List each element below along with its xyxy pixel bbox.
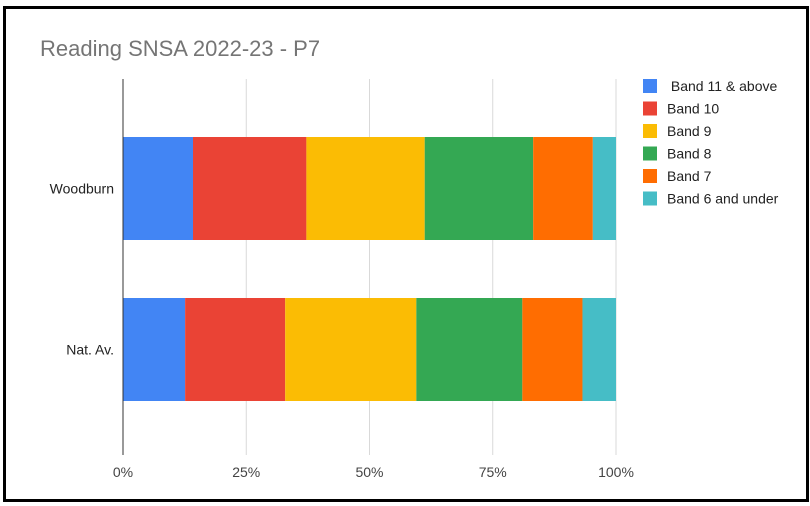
bar-segment (592, 137, 616, 240)
x-tick-label: 100% (598, 464, 634, 480)
category-label: Woodburn (50, 181, 114, 197)
legend-swatch (643, 146, 657, 161)
category-label: Nat. Av. (66, 342, 114, 358)
bar-segment (522, 298, 583, 401)
legend: Band 11 & above Band 10 Band 9 Band 8 Band 7… (643, 78, 779, 207)
bars (123, 137, 616, 401)
legend-label: Band 6 and under (667, 191, 779, 207)
bar-segment (416, 298, 523, 401)
chart-canvas: Reading SNSA 2022-23 - P7 Woodburn Nat. A… (40, 36, 779, 480)
bar-segment (424, 137, 534, 240)
category-labels: Woodburn Nat. Av. (50, 181, 114, 358)
bar-segment (533, 137, 593, 240)
chart-frame: Reading SNSA 2022-23 - P7 Woodburn Nat. A… (3, 6, 809, 502)
x-tick-label: 0% (113, 464, 133, 480)
legend-swatch (643, 191, 657, 206)
x-tick-label: 75% (479, 464, 507, 480)
legend-swatch (643, 124, 657, 138)
legend-swatch (643, 101, 657, 116)
x-tick-label: 50% (355, 464, 383, 480)
x-tick-labels: 0% 25% 50% 75% 100% (113, 464, 634, 480)
bar-segment (193, 137, 307, 240)
bar-segment (185, 298, 286, 401)
legend-label: Band 8 (667, 146, 712, 162)
bar-segment (582, 298, 616, 401)
bar-segment (123, 137, 194, 240)
legend-label: Band 11 & above (667, 78, 777, 94)
bar-segment (285, 298, 417, 401)
chart-title: Reading SNSA 2022-23 - P7 (40, 36, 320, 61)
x-tick-label: 25% (232, 464, 260, 480)
legend-label: Band 9 (667, 123, 712, 139)
legend-swatch (643, 79, 657, 93)
bar-segment (123, 298, 186, 401)
bar-segment (306, 137, 425, 240)
legend-label: Band 7 (667, 168, 712, 184)
legend-label: Band 10 (667, 101, 719, 117)
legend-swatch (643, 169, 657, 183)
